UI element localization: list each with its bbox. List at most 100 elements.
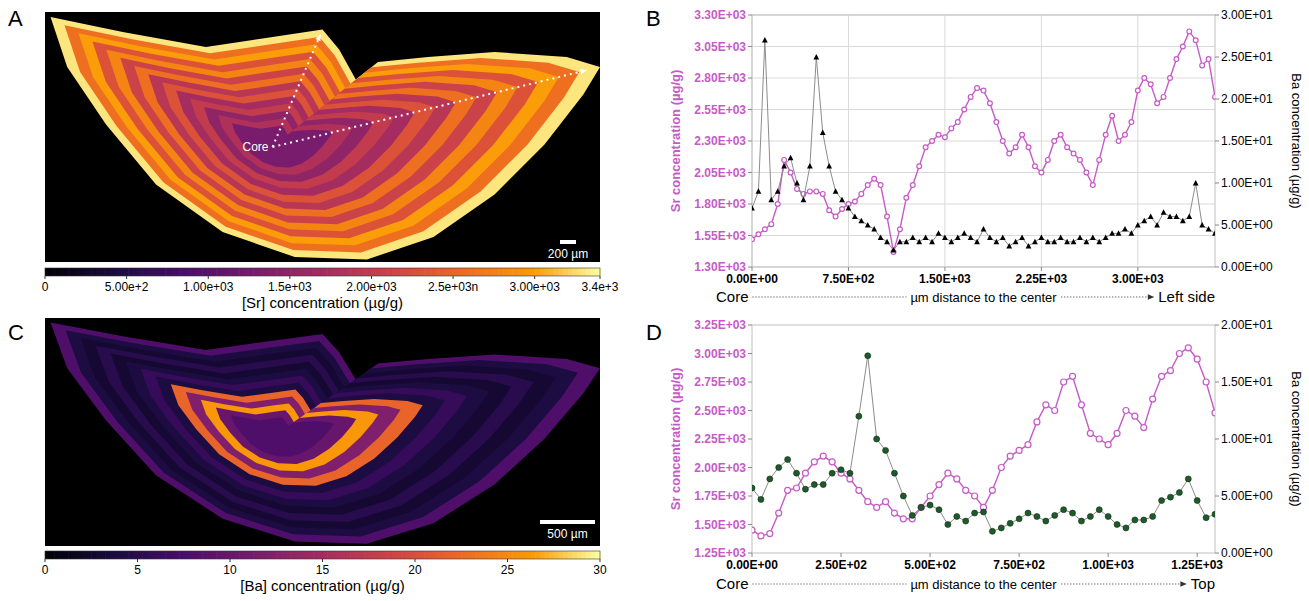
data-point [814, 189, 819, 194]
colorbar-cell [114, 551, 119, 559]
colorbar-cell [577, 268, 582, 276]
data-point [998, 525, 1004, 531]
tick [748, 467, 752, 468]
y2-axis-title: Ba concentration (µg/g) [1289, 371, 1304, 506]
x-tick-label: 2.25E+03 [1016, 272, 1068, 286]
tick [1215, 439, 1219, 440]
colorbar-cell [336, 551, 341, 559]
x-tick-label: 7.50E+02 [823, 272, 875, 286]
data-point [1103, 132, 1108, 137]
colorbar-cell [170, 268, 175, 276]
data-point [1013, 239, 1019, 245]
colorbar-cell [526, 268, 531, 276]
data-point [1168, 76, 1173, 81]
y2-tick-label: 1.00E+01 [1221, 432, 1273, 446]
data-point [981, 509, 987, 515]
tick [930, 553, 931, 557]
x-tick-label: 1.25E+03 [1171, 558, 1223, 572]
data-point [752, 237, 754, 242]
colorbar-cell [521, 268, 526, 276]
colorbar-cell [415, 551, 420, 559]
data-point [904, 195, 909, 200]
transect-line [273, 70, 587, 147]
colorbar-cell [498, 268, 503, 276]
y-tick-label: 1.50E+03 [694, 518, 746, 532]
data-point [1203, 379, 1209, 385]
data-point [762, 37, 768, 43]
colorbar-cell [336, 268, 341, 276]
colorbar-cell [350, 551, 355, 559]
colorbar-cell [216, 551, 221, 559]
colorbar-cell [586, 551, 591, 559]
colorbar-cell [591, 268, 596, 276]
tick [748, 78, 752, 79]
colorbar-cell [175, 551, 180, 559]
data-point [1077, 234, 1083, 240]
colorbar-cell [262, 551, 267, 559]
colorbar-frame [45, 268, 600, 276]
x-tick-label: 1.00E+03 [1082, 558, 1134, 572]
data-point [762, 227, 767, 232]
colorbar-tick [126, 276, 127, 279]
y-tick-label: 3.00E+03 [694, 347, 746, 361]
data-point [945, 470, 951, 476]
data-point [918, 504, 924, 510]
data-point [1105, 442, 1111, 448]
data-point [1142, 76, 1147, 81]
tick [748, 235, 752, 236]
y2-tick-label: 2.50E+01 [1221, 50, 1273, 64]
colorbar-cell [480, 551, 485, 559]
colorbar-cell [554, 551, 559, 559]
data-point [910, 183, 915, 188]
colorbar-cell [461, 268, 466, 276]
data-point [756, 232, 761, 237]
colorbar-cell [512, 551, 517, 559]
colorbar-cell [299, 551, 304, 559]
colorbar-cell [392, 268, 397, 276]
grid-line [1041, 15, 1042, 267]
colorbar-cell [119, 268, 124, 276]
data-point [981, 226, 987, 232]
colorbar-cell [494, 268, 499, 276]
data-point [1141, 425, 1147, 431]
colorbar-cell [198, 551, 203, 559]
y-tick-label: 2.30E+03 [694, 134, 746, 148]
colorbar-tick-label: 25 [501, 563, 515, 577]
data-point [1032, 239, 1038, 245]
data-point [974, 239, 980, 245]
colorbar-cell [531, 268, 536, 276]
colorbar-frame [45, 551, 600, 559]
colorbar-cell [475, 268, 480, 276]
data-point [1193, 38, 1198, 43]
y-tick-label: 3.30E+03 [694, 8, 746, 22]
data-point [788, 155, 794, 161]
arrow-head [315, 34, 320, 41]
data-point [916, 239, 922, 245]
data-point [1096, 436, 1102, 442]
colorbar-cell [258, 268, 263, 276]
x-axis-title: µm distance to the center [910, 290, 1057, 305]
data-point [807, 163, 813, 169]
y-tick-label: 1.75E+03 [694, 489, 746, 503]
data-point [954, 476, 960, 482]
colorbar-tick-label: 15 [316, 563, 330, 577]
grid-line [752, 235, 1215, 236]
arrow-head [1180, 581, 1186, 586]
colorbar-cell [68, 268, 73, 276]
tick [1215, 553, 1219, 554]
data-point [1150, 396, 1156, 402]
arrow-head [580, 69, 587, 74]
data-point [988, 101, 993, 106]
data-point [1052, 139, 1057, 144]
colorbar-cell [447, 268, 452, 276]
colorbar-tick [600, 276, 601, 279]
axis-arrow [1061, 297, 1148, 298]
axis-arrow [753, 297, 907, 298]
data-point [1167, 213, 1173, 219]
data-point [1123, 408, 1129, 414]
colorbar-cell [327, 268, 332, 276]
colorbar-cell [221, 268, 226, 276]
colorbar-cell [128, 268, 133, 276]
panel-letter: A [8, 6, 23, 31]
data-point [1194, 498, 1200, 504]
